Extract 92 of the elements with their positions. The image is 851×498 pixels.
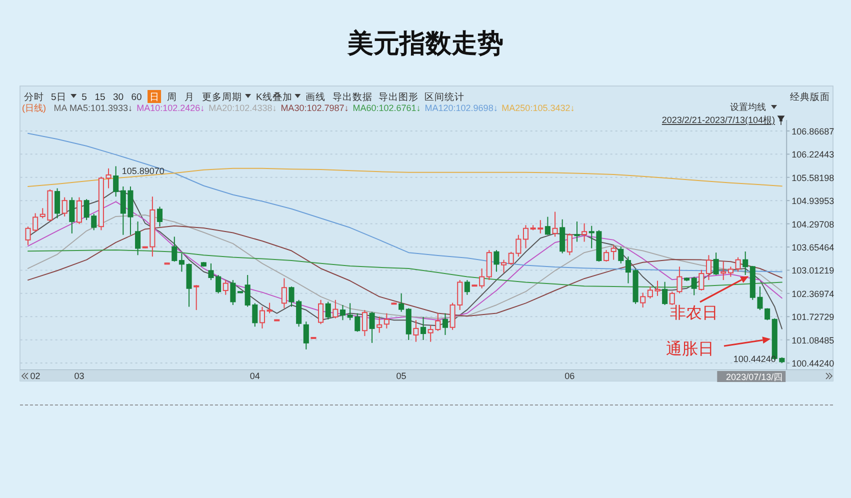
y-tick-label: 103.65464 (792, 242, 834, 252)
candlestick (742, 251, 748, 276)
y-tick-label: 103.01219 (792, 266, 834, 276)
candlestick (230, 280, 236, 306)
candlestick (222, 280, 228, 296)
text: (日线) (22, 103, 46, 113)
candlestick (398, 292, 404, 312)
candlestick (172, 236, 178, 262)
candlestick (676, 266, 682, 294)
y-tick-label: 100.44240 (792, 358, 834, 369)
candlestick (625, 256, 631, 284)
candlestick (464, 280, 470, 296)
y-tick-label: 104.93953 (792, 196, 834, 206)
text: MA20:102.4338↓ (208, 103, 277, 113)
candlestick (560, 218, 566, 254)
legend-title: MA (54, 103, 68, 113)
candlestick (420, 316, 426, 341)
text: MA5:101.3933↓ (69, 103, 132, 113)
candlestick (156, 206, 163, 228)
candlestick (640, 292, 646, 308)
candlestick (369, 311, 375, 344)
candlestick (501, 259, 507, 274)
annotation: 100.44240 (733, 354, 776, 364)
candlestick (376, 316, 382, 334)
candlestick (582, 222, 588, 242)
candlestick (178, 252, 184, 272)
candlestick (113, 166, 119, 198)
x-tick-label: 02 (30, 371, 40, 381)
candlestick (698, 269, 704, 292)
candlestick (362, 310, 368, 337)
candlestick (303, 321, 309, 350)
candlestick (186, 262, 192, 308)
candlestick (662, 281, 668, 306)
y-tick-label: 106.22443 (792, 150, 834, 160)
annotation: 通胀日 (666, 340, 714, 358)
y-tick-label: 105.58198 (792, 172, 834, 183)
candlestick (259, 306, 266, 329)
candlestick (735, 256, 741, 272)
candlestick (706, 254, 712, 281)
candlestick (340, 304, 346, 321)
text: MA60:102.6761↓ (352, 103, 421, 113)
candlestick (76, 196, 82, 225)
annotation: 2023/2/21-2023/7/13(104根) (662, 115, 775, 125)
candlestick (691, 276, 697, 296)
text: MA10:102.2426↓ (136, 103, 205, 113)
text: MA120:102.9698↓ (424, 103, 498, 113)
candlestick (544, 216, 550, 236)
candlestick (135, 221, 141, 256)
candlestick (720, 261, 726, 281)
candlestick (442, 312, 448, 336)
candlestick (69, 196, 75, 234)
candlestick (413, 320, 419, 342)
candlestick (552, 211, 558, 238)
candlestick (566, 232, 572, 256)
candlestick (494, 250, 500, 272)
x-tick-label: 04 (250, 371, 260, 381)
candlestick (522, 224, 529, 249)
candlestick (713, 252, 719, 276)
text: MA30:102.7987↓ (280, 103, 349, 113)
candlestick (764, 308, 770, 321)
y-tick-label: 102.36974 (792, 288, 834, 299)
candlestick (194, 284, 200, 311)
candlestick (325, 301, 331, 320)
candlestick (332, 299, 338, 319)
text: 设置均线 (730, 102, 766, 112)
annotation: 105.89070 (122, 166, 164, 176)
x-tick-label: 05 (396, 371, 406, 381)
chart-title: 美元指数走势 (346, 28, 504, 58)
candlestick (318, 299, 324, 325)
candlestick (574, 221, 580, 242)
y-tick-label: 106.86687 (792, 126, 834, 136)
y-tick-label: 101.08485 (792, 335, 834, 346)
text: 分时 5日 5 15 30 60 日 周 月 更多周期 K线叠加 画线 导出数据 导出图形 区间统计 (24, 92, 465, 103)
x-tick-label: 06 (564, 371, 575, 381)
candlestick (610, 244, 616, 260)
text: 经典版面 (790, 91, 830, 103)
candlestick (384, 312, 390, 329)
y-tick-label: 104.29708 (792, 219, 834, 230)
candlestick (266, 302, 272, 314)
line-series (28, 132, 782, 272)
annotation: 非农日 (670, 304, 718, 322)
candlestick (669, 291, 675, 306)
candlestick (603, 250, 610, 262)
candlestick (618, 246, 624, 264)
y-tick-label: 101.72729 (792, 312, 834, 322)
candlestick (281, 278, 287, 309)
text: MA250:105.3432↓ (502, 103, 575, 113)
candlestick (728, 266, 734, 278)
candlestick (54, 188, 60, 219)
x-tick-label: 03 (74, 371, 84, 381)
text: 2023/07/13/四 (726, 372, 783, 382)
candlestick (62, 196, 68, 217)
